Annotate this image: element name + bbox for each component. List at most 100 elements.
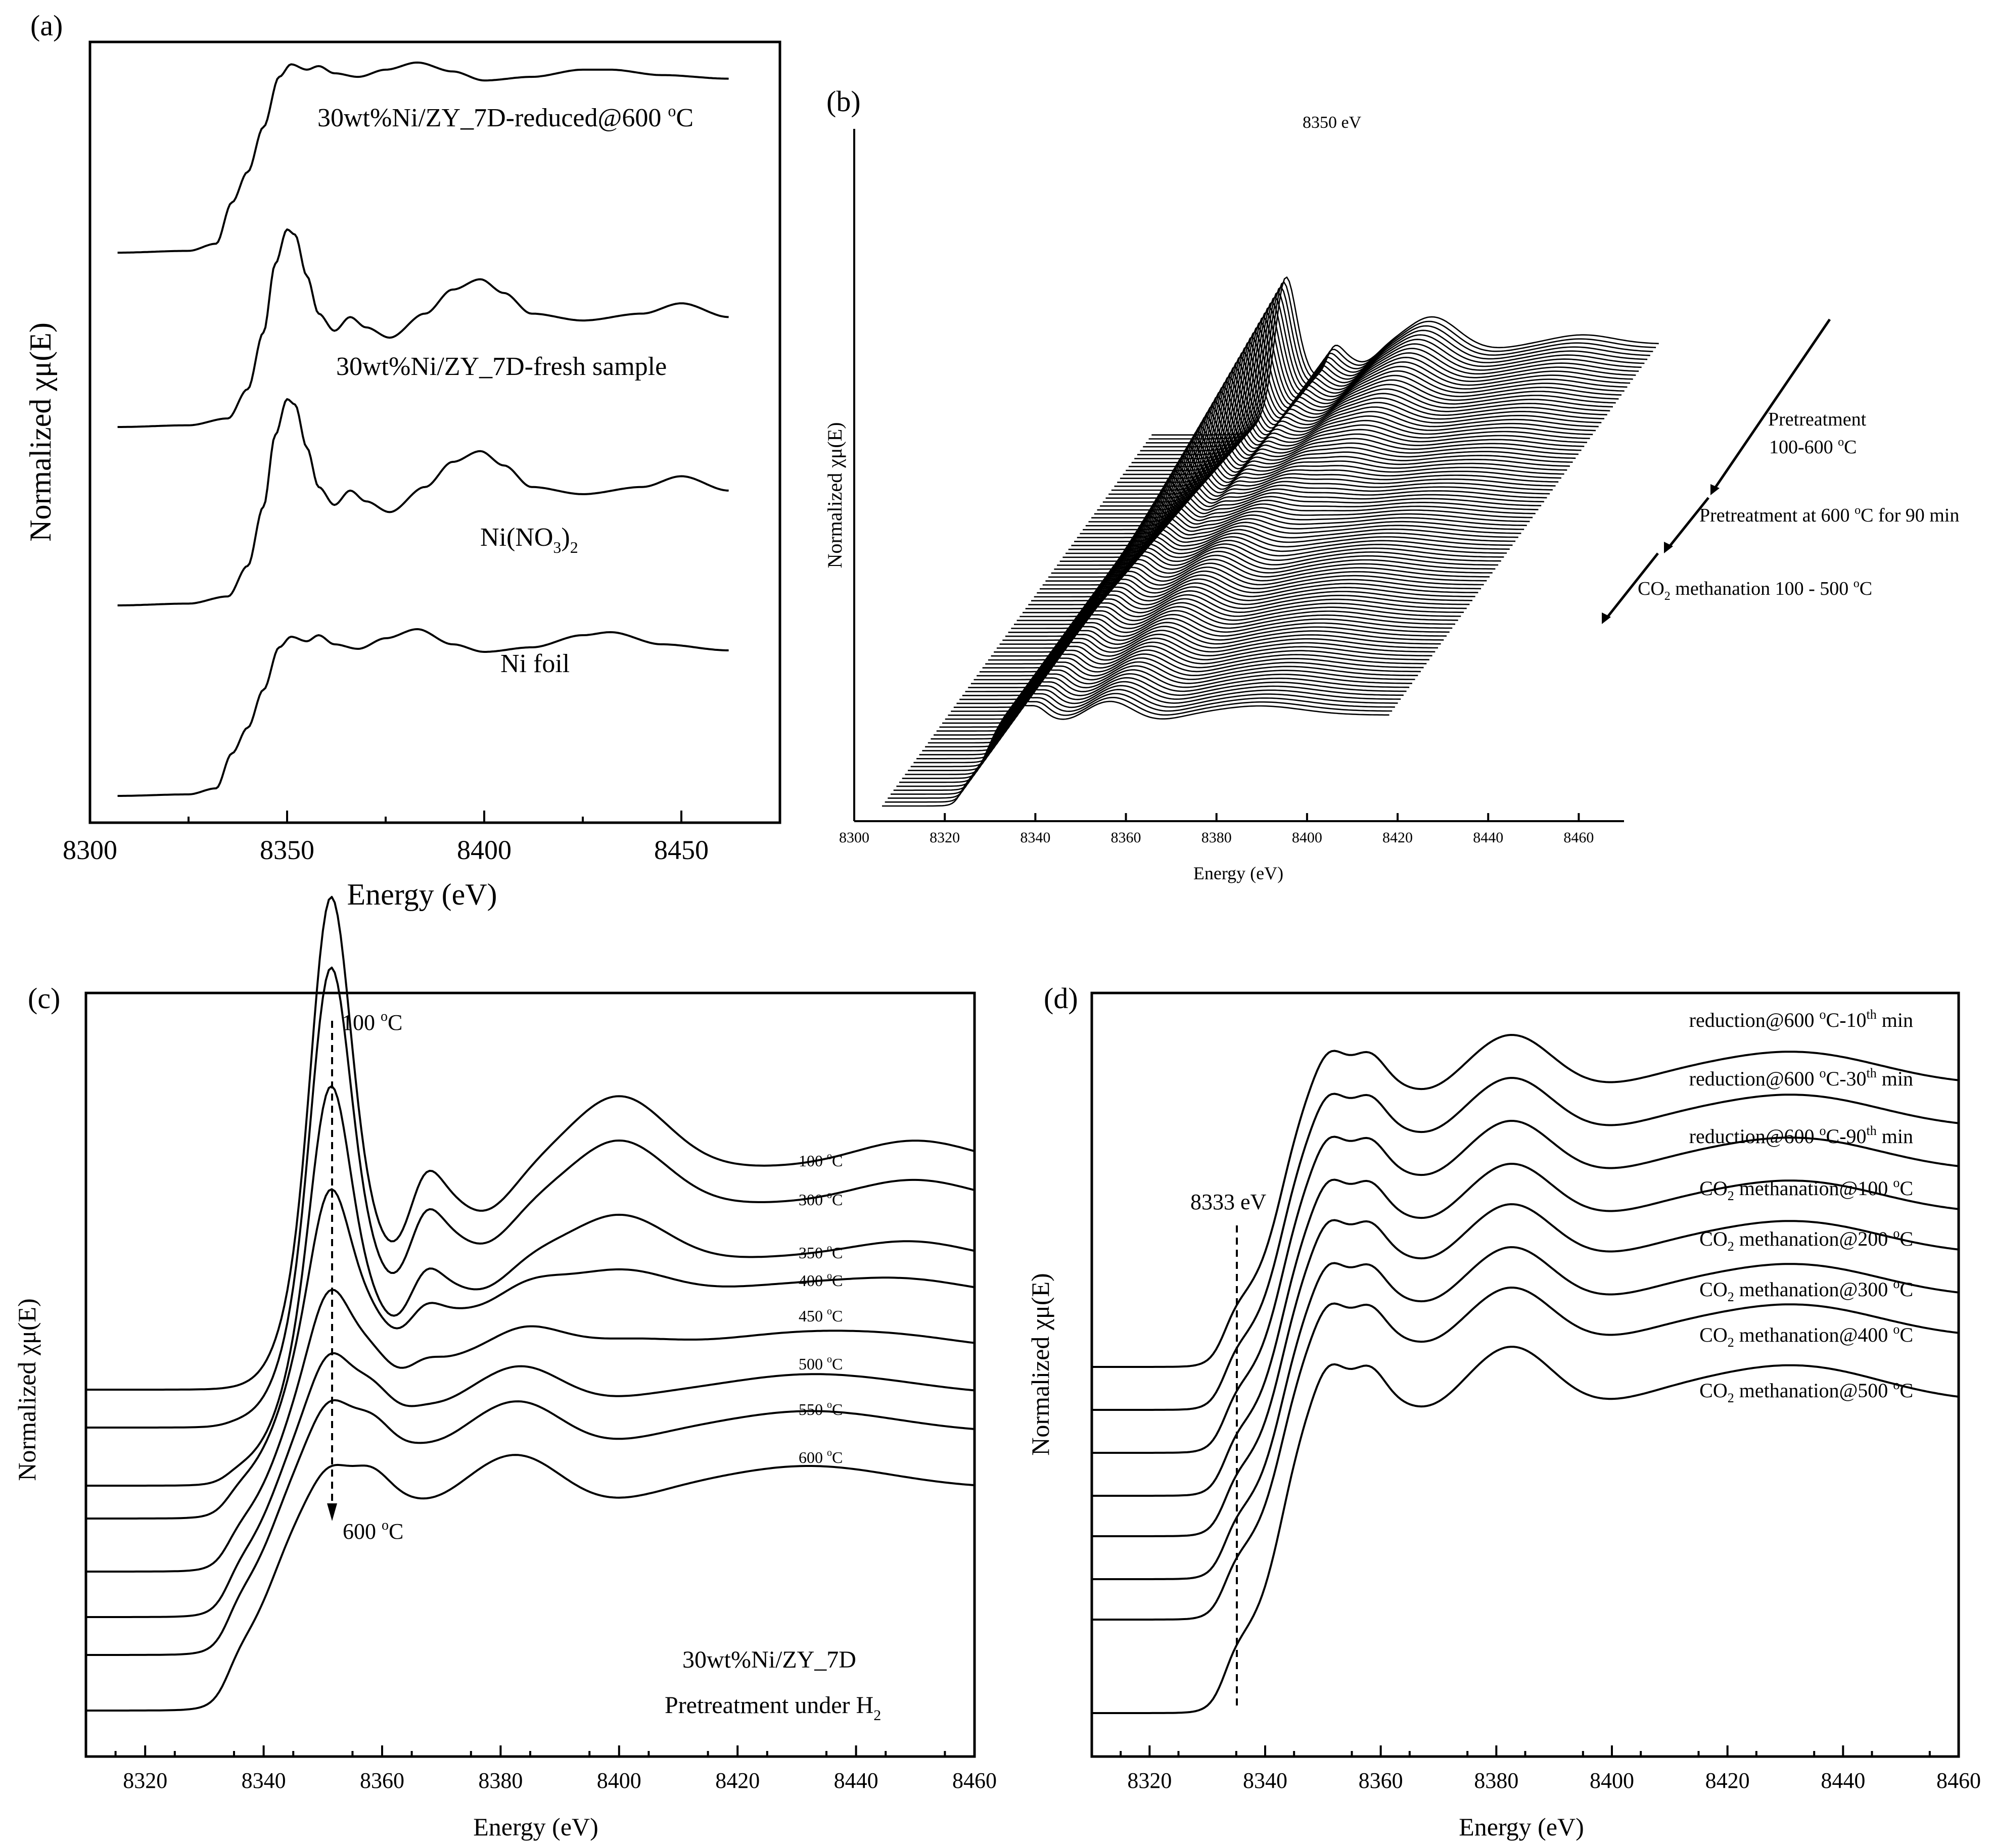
- c-bot-tail: C: [389, 1519, 403, 1544]
- panel-b-spectrum: [1091, 381, 1599, 518]
- panel-b-spectrum: [1134, 306, 1642, 459]
- panel-a-label-reduced-tail: C: [676, 104, 693, 132]
- panel-a-label-nitrate: Ni(NO3)2: [480, 523, 578, 556]
- panel-c-xlabel: Energy (eV): [473, 1813, 598, 1841]
- panel-b-spectrum: [1143, 291, 1650, 448]
- arrow-methanation: [1605, 552, 1659, 620]
- label-tail: C: [832, 1191, 843, 1209]
- label-main: 300: [799, 1191, 827, 1209]
- panel-a-spectrum: [117, 398, 729, 606]
- x-tick-label: 8440: [834, 1768, 878, 1793]
- panel-d-xlabel: Energy (eV): [1459, 1813, 1584, 1841]
- label-sup2: th: [1867, 1123, 1877, 1138]
- panel-a-label-reduced-sup: o: [668, 102, 676, 120]
- panel-b-spectrum: [1123, 326, 1631, 476]
- label-main: 500: [799, 1355, 827, 1373]
- panel-b-spectrum: [1120, 331, 1628, 479]
- panel-d-ylabel: Normalized χμ(E): [1026, 1273, 1054, 1455]
- c-top-tail: C: [388, 1010, 402, 1035]
- panel-b-spectrum: [1094, 375, 1602, 515]
- panel-b-spectrum: [1111, 346, 1619, 491]
- panel-c-spectrum: [86, 1188, 975, 1520]
- c-bot-main: 600: [343, 1519, 382, 1544]
- panel-a-label-reduced-main: 30wt%Ni/ZY_7D-reduced@600: [317, 104, 668, 132]
- x-tick-label: 8350: [260, 835, 314, 865]
- panel-a-frame: [88, 40, 781, 824]
- label-main: reduction@600: [1689, 1009, 1820, 1031]
- x-tick-label: 8420: [715, 1768, 760, 1793]
- panel-b-spectrum: [1066, 425, 1573, 554]
- panel-b-waterfall: [882, 276, 1659, 807]
- panel-b-spectrum: [1128, 316, 1636, 467]
- panel-b-spectrum: [1131, 311, 1639, 463]
- x-tick-label: 8340: [1020, 829, 1050, 846]
- panel-d-series-label: CO2 methanation@500 oC: [1699, 1378, 1913, 1405]
- panel-a-xlabel: Energy (eV): [347, 878, 497, 911]
- x-tick-label: 8400: [1590, 1768, 1634, 1793]
- c-cond-main: Pretreatment under H: [665, 1692, 873, 1719]
- panel-d-spectrum: [1092, 1203, 1959, 1537]
- panel-c-series-label: 350 oC: [799, 1243, 843, 1262]
- x-tick-label: 8460: [952, 1768, 997, 1793]
- label-co: CO: [1699, 1227, 1728, 1250]
- panel-b-spectrum: [1074, 410, 1582, 542]
- label-mid: C-10: [1826, 1009, 1867, 1031]
- x-tick-label: 8420: [1705, 1768, 1750, 1793]
- label-tail: C: [832, 1307, 843, 1325]
- arrow-methanation-head: [1602, 612, 1611, 624]
- c-bot-sup: o: [382, 1518, 389, 1533]
- label-main: 600: [799, 1448, 827, 1466]
- x-tick-label: 8360: [1111, 829, 1141, 846]
- label-sup: o: [1893, 1175, 1900, 1190]
- arrow-hold: [1667, 497, 1709, 549]
- label-sup: o: [1820, 1123, 1826, 1138]
- x-tick-label: 8360: [360, 1768, 404, 1793]
- panel-c-arrow-bottom: 600 oC: [343, 1518, 403, 1544]
- panel-c-letter: (c): [28, 982, 60, 1015]
- label-end: min: [1877, 1009, 1913, 1031]
- label-main: reduction@600: [1689, 1067, 1820, 1090]
- arrow-pretreatment: [1712, 318, 1831, 491]
- panel-b-spectrum: [1059, 436, 1567, 562]
- panel-b-stage-pretreatment-range: 100-600 oC: [1769, 436, 1857, 458]
- panel-b-spectrum: [1117, 336, 1625, 483]
- panel-d-series-label: reduction@600 oC-30th min: [1689, 1066, 1913, 1090]
- label-mid: methanation@400: [1734, 1323, 1893, 1346]
- x-tick-label: 8420: [1382, 829, 1413, 846]
- label-sub: 2: [1728, 1335, 1734, 1350]
- label-sup: o: [1820, 1066, 1826, 1080]
- panel-c-series-label: 550 oC: [799, 1399, 843, 1418]
- meth-co: CO: [1638, 578, 1664, 599]
- x-tick-label: 8340: [242, 1768, 286, 1793]
- panel-c-spectrum: [86, 1289, 975, 1573]
- panel-a-label-nifoil: Ni foil: [500, 649, 570, 678]
- x-tick-label: 8380: [1201, 829, 1232, 846]
- panel-b-letter: (b): [826, 85, 861, 118]
- label-main: 450: [799, 1307, 827, 1325]
- x-tick-label: 8400: [597, 1768, 641, 1793]
- x-tick-label: 8320: [1127, 1768, 1172, 1793]
- label-mid: methanation@100: [1734, 1177, 1893, 1200]
- c-top-main: 100: [342, 1010, 381, 1035]
- panel-d-series-label: reduction@600 oC-10th min: [1689, 1007, 1913, 1031]
- panel-d-series-label: reduction@600 oC-90th min: [1689, 1123, 1913, 1148]
- panel-b-spectrum: [1114, 341, 1622, 487]
- x-tick-label: 8300: [839, 829, 869, 846]
- label-sup2: th: [1867, 1007, 1877, 1022]
- label-sub: 2: [1728, 1189, 1734, 1203]
- label-tail: C: [832, 1400, 843, 1418]
- panel-b-spectrum: [1137, 301, 1645, 456]
- x-tick-label: 8360: [1359, 1768, 1403, 1793]
- x-tick-label: 8380: [1474, 1768, 1518, 1793]
- panel-d-frame: [1090, 991, 1960, 1758]
- panel-b-spectrum: [1126, 321, 1633, 471]
- x-tick-label: 8380: [478, 1768, 523, 1793]
- arrow-pretreatment-head: [1710, 484, 1720, 495]
- panel-a: (a) 8300 8350 8400 8450 30wt%Ni/ZY_7D-reduc…: [24, 9, 781, 911]
- meth-sup: o: [1854, 577, 1860, 590]
- label-end: min: [1877, 1067, 1913, 1090]
- label-mid: C-90: [1826, 1125, 1867, 1148]
- c-top-sup: o: [381, 1009, 388, 1024]
